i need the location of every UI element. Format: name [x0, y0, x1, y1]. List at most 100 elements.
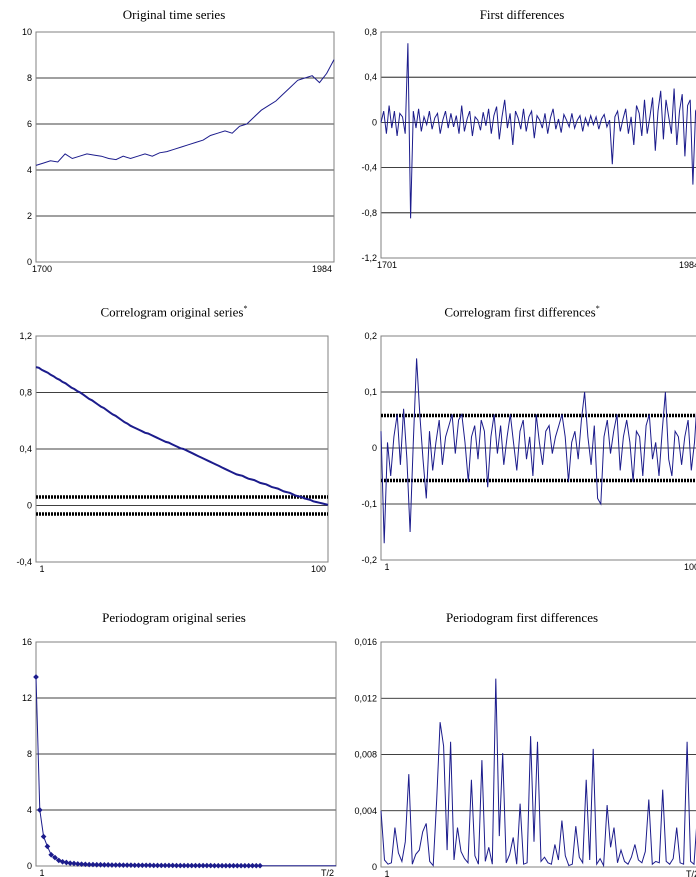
plot-area-frame — [35, 31, 335, 263]
plot-area-frame — [380, 31, 696, 259]
y-tick-label: 12 — [22, 693, 32, 703]
y-tick-label: 0,8 — [19, 388, 32, 398]
data-point-marker — [223, 862, 229, 869]
y-tick-label: 8 — [27, 749, 32, 759]
data-point-marker — [71, 860, 77, 867]
chart-title: First differences — [479, 7, 565, 22]
data-point-marker — [101, 862, 108, 868]
title-footnote-mark: * — [243, 304, 248, 313]
chart-title: Original time series — [122, 7, 226, 22]
data-point-marker — [116, 862, 123, 868]
data-point-marker — [249, 862, 256, 869]
data-point-marker — [219, 862, 225, 869]
series-line — [380, 43, 696, 219]
x-tick-label: 1 — [384, 562, 389, 572]
x-tick-label: 1 — [384, 869, 389, 877]
plot-area-frame — [380, 641, 696, 868]
y-tick-label: 0 — [372, 862, 377, 872]
chart-title: Periodogram first differences — [445, 610, 599, 625]
y-tick-label: 0 — [27, 257, 32, 267]
data-point-marker — [147, 862, 153, 869]
x-tick-label: 1701 — [377, 260, 397, 270]
chart-panel-correlogram-original: Correlogram original series* -0,4 0 0,4 0,8… — [0, 290, 348, 583]
data-point-marker — [135, 862, 142, 869]
data-point-marker — [181, 862, 187, 869]
y-tick-label: 0 — [27, 501, 32, 511]
data-point-marker — [211, 862, 218, 869]
data-point-marker — [234, 862, 241, 869]
y-tick-label: -0,2 — [361, 555, 377, 565]
x-tick-label: 1984 — [679, 260, 696, 270]
y-tick-label: 1,2 — [19, 331, 32, 341]
data-point-marker — [63, 859, 70, 866]
data-point-marker — [215, 862, 222, 869]
chart-title: Correlogram first differences* — [444, 304, 600, 320]
series-line — [380, 358, 696, 544]
chart-panel-periodogram-original: Periodogram original series 0 4 8 12 16 1 T/2 — [0, 583, 348, 877]
data-point-marker — [166, 862, 172, 869]
data-point-marker — [44, 843, 51, 850]
data-point-marker — [169, 862, 176, 869]
y-tick-label: 0,4 — [19, 444, 32, 454]
y-tick-label: 0,008 — [354, 750, 377, 760]
data-point-marker — [82, 861, 89, 868]
data-point-marker — [59, 858, 66, 865]
x-tick-label: T/2 — [686, 869, 696, 877]
data-point-marker — [105, 862, 111, 868]
chart-plot: 0 0,004 0,008 0,012 0,016 1 T/2 — [354, 637, 696, 877]
series-line — [35, 59, 335, 166]
y-tick-label: 0 — [372, 117, 377, 127]
data-point-marker — [36, 807, 43, 813]
data-point-marker — [173, 862, 180, 869]
y-tick-label: -0,8 — [361, 208, 377, 218]
y-tick-label: 0,1 — [364, 387, 377, 397]
data-point-marker — [245, 862, 252, 869]
data-point-marker — [238, 862, 244, 869]
chart-plot: 0 4 8 12 16 1 T/2 — [22, 637, 337, 877]
y-tick-label: -1,2 — [361, 253, 377, 263]
data-point-marker — [143, 862, 149, 869]
data-point-marker — [230, 862, 237, 869]
data-point-marker — [40, 833, 47, 840]
data-point-marker — [226, 862, 233, 869]
y-tick-label: 0,4 — [364, 72, 377, 82]
title-footnote-mark: * — [595, 304, 600, 313]
data-point-marker — [131, 862, 138, 869]
y-tick-label: 0 — [372, 443, 377, 453]
y-tick-label: 0,016 — [354, 637, 377, 647]
data-point-marker — [93, 861, 100, 868]
data-point-marker — [207, 862, 214, 869]
y-tick-label: 10 — [22, 27, 32, 37]
data-point-marker — [158, 862, 165, 869]
y-tick-label: 0,2 — [364, 331, 377, 341]
data-point-marker — [139, 862, 146, 869]
data-point-marker — [253, 862, 260, 869]
y-tick-label: -0,1 — [361, 499, 377, 509]
chart-plot: 0 2 4 6 8 10 1700 1984 — [22, 27, 335, 274]
chart-title: Periodogram original series — [102, 610, 246, 625]
y-tick-label: 4 — [27, 805, 32, 815]
data-point-marker — [196, 862, 203, 869]
data-point-marker — [109, 862, 115, 868]
data-point-marker — [162, 862, 168, 869]
data-point-marker — [204, 862, 210, 869]
plot-area-frame — [35, 335, 329, 563]
data-point-marker — [124, 862, 130, 868]
series-line — [380, 678, 696, 868]
y-tick-label: 0,8 — [364, 27, 377, 37]
chart-panel-first-differences: First differences -1,2 -0,8 -0,4 0 0,4 0,8 170… — [348, 0, 696, 290]
y-tick-label: 6 — [27, 119, 32, 129]
data-point-marker — [33, 674, 39, 680]
chart-panel-periodogram-differences: Periodogram first differences 0 0,004 0,00… — [348, 583, 696, 877]
data-point-marker — [48, 851, 55, 858]
x-tick-label: T/2 — [321, 868, 334, 877]
y-tick-label: 4 — [27, 165, 32, 175]
x-tick-label: 1700 — [32, 264, 52, 274]
data-point-marker — [120, 862, 127, 868]
y-tick-label: 16 — [22, 637, 32, 647]
data-point-marker — [257, 862, 263, 869]
data-point-marker — [185, 862, 191, 869]
data-point-marker — [78, 861, 85, 868]
data-point-marker — [86, 861, 92, 868]
x-tick-label: 1984 — [312, 264, 332, 274]
